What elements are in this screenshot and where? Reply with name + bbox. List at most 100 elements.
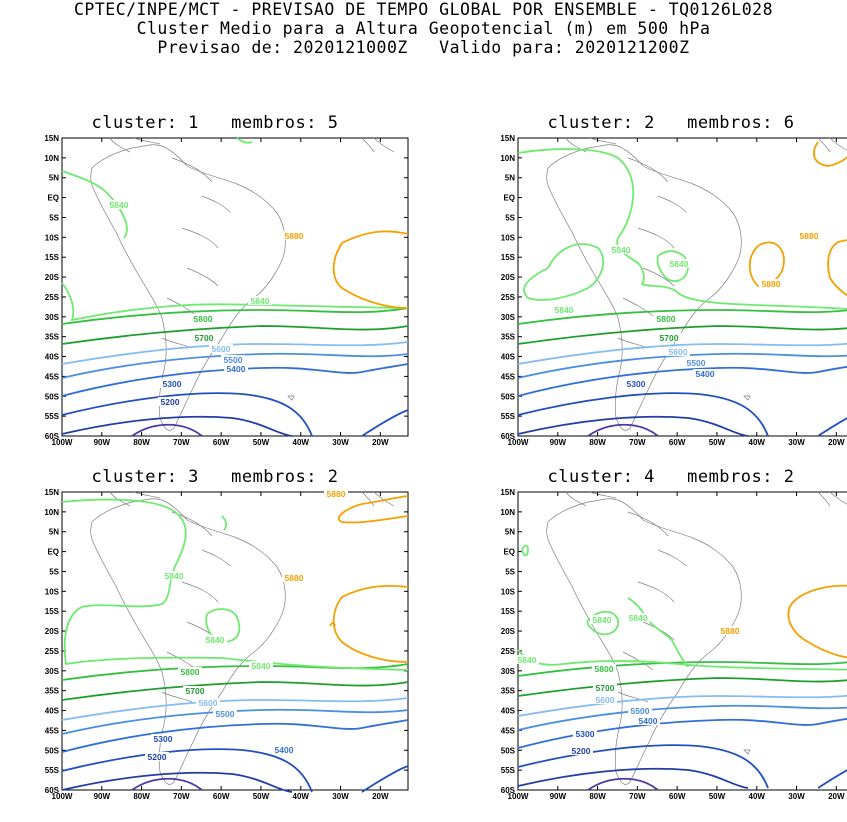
contour-5840 [521, 544, 529, 557]
contour-5880 [787, 584, 847, 659]
lon-tick-label: 30W [788, 438, 805, 447]
lon-tick-label: 50W [253, 438, 270, 447]
lat-tick-label: 55S [501, 766, 516, 775]
lon-tick-label: 70W [629, 438, 646, 447]
lat-tick-label: 60S [501, 786, 516, 795]
lat-tick-label: 20S [501, 273, 516, 282]
contour-5200 [61, 771, 293, 793]
contour-5840 [205, 608, 241, 643]
contour-low [131, 777, 203, 791]
contour-low [587, 777, 659, 791]
panel-title: cluster: 3 membros: 2 [91, 467, 339, 487]
contour-label: 5880 [721, 626, 740, 636]
contour-label: 5800 [194, 314, 213, 324]
lon-tick-label: 60W [213, 792, 230, 801]
contour-label-bg [592, 664, 616, 673]
lat-tick-label: 5S [505, 213, 515, 222]
contour-label-bg [224, 364, 248, 373]
contour-label: 5840 [612, 245, 631, 255]
contour-5800 [517, 309, 847, 325]
contour-label-bg [593, 683, 617, 692]
lon-tick-label: 90W [550, 792, 567, 801]
contour-label-bg [666, 347, 690, 356]
contour-label-bg [162, 571, 186, 580]
panel-title: cluster: 2 membros: 6 [547, 113, 795, 133]
lon-tick-label: 100W [52, 792, 73, 801]
contour-label-bg [569, 746, 593, 755]
lon-tick-label: 40W [749, 792, 766, 801]
contour-label: 5840 [555, 305, 574, 315]
lat-tick-label: EQ [503, 548, 515, 557]
panel-title: cluster: 1 membros: 5 [91, 113, 339, 133]
contour-label: 5500 [224, 355, 243, 365]
lat-tick-label: 55S [45, 766, 60, 775]
lat-tick-label: 20S [45, 273, 60, 282]
contour-label: 5840 [670, 259, 689, 269]
lon-tick-label: 80W [589, 438, 606, 447]
contour-label: 5500 [687, 358, 706, 368]
contour-label: 5880 [327, 489, 346, 499]
map-frame [517, 491, 847, 791]
lat-tick-label: 40S [45, 353, 60, 362]
lat-tick-label: 15N [44, 488, 59, 497]
lat-tick-label: 45S [45, 372, 60, 381]
lat-tick-label: 10S [45, 587, 60, 596]
contour-5800 [61, 307, 409, 325]
contour-5600 [517, 342, 847, 365]
lat-tick-label: 60S [501, 432, 516, 441]
lat-tick-label: 25S [45, 293, 60, 302]
lat-tick-label: 25S [501, 647, 516, 656]
lon-tick-label: 40W [749, 438, 766, 447]
contour-label: 5400 [639, 716, 658, 726]
contour-label-bg [573, 729, 597, 738]
map-frame [61, 137, 409, 437]
contour-low [131, 423, 203, 437]
contour-label: 5880 [800, 231, 819, 241]
contour-label-bg [667, 259, 691, 268]
contour-5400 [61, 719, 409, 753]
map-canvas: 15N 10N 5N EQ 5S 10S 15S 20S 25S 30S 35S 40S 45S 50S 5… [44, 488, 409, 801]
contour-label-bg [609, 245, 633, 254]
figure-header: CPTEC/INPE/MCT - PREVISAO DE TEMPO GLOBA… [0, 0, 847, 57]
contour-label-bg [797, 231, 821, 240]
contour-5400 [61, 363, 409, 397]
lon-tick-label: 20W [372, 438, 389, 447]
contour-low [587, 423, 659, 437]
contour-label: 5800 [181, 667, 200, 677]
contour-label-bg [626, 613, 650, 622]
contour-label: 5300 [154, 734, 173, 744]
lat-tick-label: 5S [49, 567, 59, 576]
lat-tick-label: 30S [501, 313, 516, 322]
contour-5700 [61, 325, 409, 345]
lon-tick-label: 30W [332, 438, 349, 447]
lon-tick-label: 90W [550, 438, 567, 447]
lat-tick-label: 15S [501, 607, 516, 616]
lon-tick-label: 40W [293, 792, 310, 801]
contour-label-bg [636, 716, 660, 725]
lat-tick-label: 50S [501, 746, 516, 755]
coastline [743, 395, 751, 401]
contour-5200 [517, 767, 749, 789]
contour-label: 5840 [165, 571, 184, 581]
coastline [287, 395, 295, 401]
contour-label-bg [684, 358, 708, 367]
contour-label: 5840 [252, 661, 271, 671]
contour-label-bg [178, 667, 202, 676]
contour-label: 5200 [572, 746, 591, 756]
contour-label-bg [654, 314, 678, 323]
lat-tick-label: 30S [501, 667, 516, 676]
lat-tick-label: 35S [501, 333, 516, 342]
contour-label-bg [759, 279, 783, 288]
lat-tick-label: 55S [45, 412, 60, 421]
map-canvas: 15N 10N 5N EQ 5S 10S 15S 20S 25S 30S 35S 40S 45S 50S 5… [44, 134, 409, 447]
contour-5300 [517, 744, 847, 789]
contour-label: 5840 [206, 635, 225, 645]
lon-tick-label: 60W [669, 438, 686, 447]
cluster-1-panel: cluster: 1 membros: 5 15N 10N 5N EQ 5S 10S 15S… [0, 113, 410, 463]
map-frame [61, 491, 409, 791]
contour-label: 5200 [148, 752, 167, 762]
lat-tick-label: 5S [505, 567, 515, 576]
lat-tick-label: 15S [45, 253, 60, 262]
lat-tick-label: EQ [503, 194, 515, 203]
coastline [817, 137, 847, 153]
